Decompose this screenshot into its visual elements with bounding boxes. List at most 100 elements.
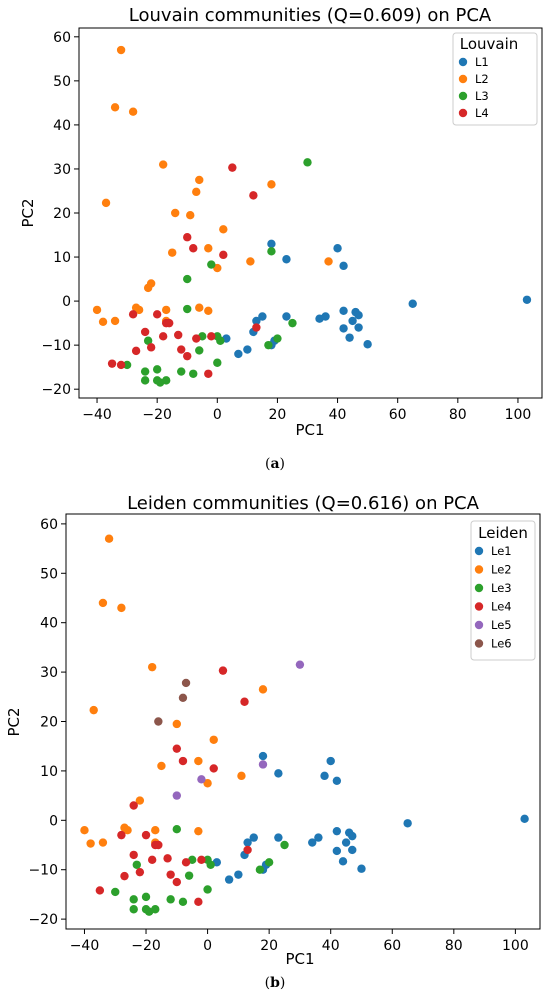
data-point <box>189 244 198 253</box>
data-point <box>522 295 532 304</box>
data-point <box>129 905 138 914</box>
data-point <box>129 895 138 904</box>
data-point <box>131 346 141 356</box>
data-point <box>164 318 174 328</box>
data-point <box>183 233 192 242</box>
y-tick-label: 50 <box>40 566 58 582</box>
legend-label: L1 <box>475 55 489 69</box>
y-tick-label: 30 <box>40 665 58 681</box>
data-point <box>288 318 297 328</box>
data-point <box>98 317 108 326</box>
data-point <box>197 775 206 784</box>
data-point <box>171 208 180 218</box>
data-point <box>252 316 261 326</box>
y-tick-label: 30 <box>53 162 71 178</box>
data-point <box>267 247 276 256</box>
data-point <box>152 365 162 374</box>
data-point <box>95 886 105 895</box>
data-point <box>151 905 160 914</box>
data-point <box>403 819 412 828</box>
data-point <box>264 340 273 350</box>
data-point <box>174 330 183 340</box>
data-point <box>143 336 153 345</box>
data-point <box>152 310 162 319</box>
data-point <box>303 158 312 167</box>
data-point <box>110 103 120 112</box>
leiden-panel: Leiden communities (Q=0.616) on PCA −40−… <box>5 493 541 991</box>
y-tick-label: −20 <box>41 382 71 398</box>
data-point <box>184 871 194 880</box>
data-point <box>168 248 177 257</box>
legend-label: Le3 <box>491 581 512 595</box>
data-point <box>213 358 222 367</box>
data-point <box>348 831 357 841</box>
data-point <box>258 312 267 321</box>
data-point <box>129 801 138 810</box>
data-point <box>172 744 182 753</box>
data-point <box>228 163 237 172</box>
data-point <box>177 367 186 376</box>
data-point <box>255 865 265 874</box>
data-point <box>123 825 132 835</box>
data-point <box>140 367 150 376</box>
legend-marker <box>458 57 468 67</box>
data-point <box>194 826 203 836</box>
legend-marker <box>458 74 468 84</box>
data-point <box>207 332 216 341</box>
legend-box <box>452 32 538 126</box>
data-point <box>252 323 261 332</box>
data-point <box>314 833 323 842</box>
data-point <box>181 678 191 688</box>
data-point <box>408 299 417 308</box>
data-point <box>224 875 234 884</box>
data-point <box>345 333 354 342</box>
data-point <box>86 839 95 848</box>
data-point <box>143 283 153 293</box>
data-point <box>258 751 268 761</box>
x-tick-label: −20 <box>131 938 161 954</box>
legend-items: Le1 Le2 Le3 Le4 Le5 Le6 <box>474 544 512 651</box>
legend-label: Le6 <box>491 637 512 651</box>
x-tick-label: 20 <box>260 938 278 954</box>
data-point <box>92 305 102 315</box>
data-point <box>172 719 182 729</box>
data-point <box>324 257 333 266</box>
data-point <box>348 316 357 326</box>
data-point <box>192 187 201 197</box>
data-point <box>98 598 108 608</box>
data-point <box>273 334 282 343</box>
data-point <box>339 306 348 315</box>
data-point <box>140 327 150 337</box>
data-point <box>146 343 156 352</box>
data-point <box>219 250 228 260</box>
y-tick-label: −20 <box>28 912 58 928</box>
data-point <box>101 198 111 208</box>
x-axis-label: PC1 <box>295 421 324 439</box>
x-tick-label: 80 <box>449 407 467 423</box>
legend: Leiden Le1 Le2 Le3 Le4 Le5 Le6 <box>470 520 536 661</box>
x-tick-label: 0 <box>203 938 212 954</box>
data-point <box>135 796 145 805</box>
data-point <box>258 685 268 694</box>
data-point <box>243 345 252 354</box>
legend-marker <box>474 546 484 556</box>
data-point <box>116 45 126 55</box>
data-point <box>206 860 215 869</box>
x-tick-label: 40 <box>329 407 347 423</box>
data-point <box>129 850 138 860</box>
data-point <box>178 693 188 702</box>
data-point <box>348 845 357 855</box>
x-tick-label: 40 <box>322 938 340 954</box>
y-tick-label: 20 <box>53 206 71 222</box>
data-point <box>183 351 192 361</box>
y-tick-label: −10 <box>41 338 71 354</box>
y-tick-label: 50 <box>53 74 71 90</box>
data-point <box>107 359 117 368</box>
x-axis-ticks: −40 −20 0 20 40 60 80 100 <box>70 929 529 954</box>
legend-items: L1 L2 L3 L4 <box>458 55 489 120</box>
x-tick-label: 0 <box>213 407 222 423</box>
x-tick-label: 60 <box>383 938 401 954</box>
data-point <box>282 255 291 264</box>
data-point <box>183 304 192 314</box>
